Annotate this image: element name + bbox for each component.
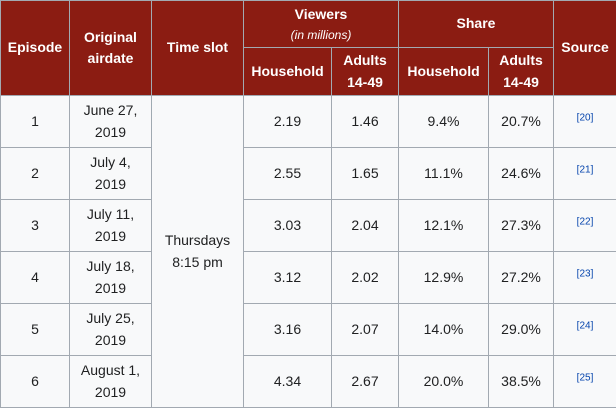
- source-reference-link[interactable]: [21]: [576, 164, 594, 176]
- table-row: 1 June 27, 2019 Thursdays 8:15 pm 2.19 1.46 9…: [0, 95, 616, 409]
- viewers-household-cell: 3.16: [243, 303, 332, 357]
- timeslot-cell: Thursdays 8:15 pm: [151, 95, 244, 409]
- viewers-note: (in millions): [290, 27, 352, 42]
- share-household-cell: 12.1%: [398, 199, 489, 253]
- episode-cell: 4: [0, 251, 70, 305]
- airdate-cell: July 25, 2019: [69, 303, 152, 357]
- share-adults-cell: 27.2%: [487, 251, 555, 305]
- episode-cell: 6: [0, 355, 70, 409]
- episode-cell: 3: [0, 199, 70, 253]
- airdate-cell: August 1, 2019: [69, 355, 152, 409]
- header-airdate: Original airdate: [69, 0, 152, 97]
- episode-cell: 1: [0, 95, 70, 149]
- viewers-household-cell: 2.19: [243, 95, 332, 149]
- viewers-household-cell: 4.34: [243, 355, 332, 409]
- airdate-cell: July 11, 2019: [69, 199, 152, 253]
- share-adults-cell: 29.0%: [487, 303, 555, 357]
- table-row: 4 July 18, 2019 3.12 2.02 12.9% 27.2% [23]: [0, 251, 616, 305]
- viewers-adults-cell: 1.46: [331, 95, 399, 149]
- source-reference-link[interactable]: [22]: [576, 216, 594, 228]
- header-share: Share: [397, 0, 555, 48]
- source-cell: [24]: [553, 303, 616, 357]
- viewers-adults-cell: 2.67: [331, 355, 399, 409]
- header-source: Source: [553, 0, 616, 97]
- source-reference-link[interactable]: [24]: [576, 320, 594, 332]
- viewers-adults-cell: 1.65: [331, 147, 399, 201]
- table-row: 3 July 11, 2019 3.03 2.04 12.1% 27.3% [22]: [0, 199, 616, 253]
- header-viewers-household: Household: [243, 46, 332, 97]
- source-reference-link[interactable]: [23]: [576, 268, 594, 280]
- table-row: 6 August 1, 2019 4.34 2.67 20.0% 38.5% [25]: [0, 355, 616, 409]
- share-adults-cell: 27.3%: [487, 199, 555, 253]
- table-row: 5 July 25, 2019 3.16 2.07 14.0% 29.0% [24]: [0, 303, 616, 357]
- source-cell: [23]: [553, 251, 616, 305]
- viewers-label: Viewers: [294, 5, 348, 22]
- share-adults-cell: 20.7%: [487, 95, 555, 149]
- share-adults-cell: 38.5%: [487, 355, 555, 409]
- source-cell: [25]: [553, 355, 616, 409]
- header-timeslot: Time slot: [151, 0, 244, 97]
- viewers-household-cell: 3.03: [243, 199, 332, 253]
- share-household-cell: 20.0%: [398, 355, 489, 409]
- airdate-cell: July 4, 2019: [69, 147, 152, 201]
- header-share-adults: Adults 14-49: [487, 46, 555, 97]
- header-episode: Episode: [0, 0, 70, 97]
- viewers-household-cell: 2.55: [243, 147, 332, 201]
- viewers-adults-cell: 2.04: [331, 199, 399, 253]
- source-reference-link[interactable]: [20]: [576, 112, 594, 124]
- share-household-cell: 9.4%: [398, 95, 489, 149]
- share-adults-cell: 24.6%: [487, 147, 555, 201]
- header-share-household: Household: [398, 46, 489, 97]
- source-cell: [22]: [553, 199, 616, 253]
- table-row: 2 July 4, 2019 2.55 1.65 11.1% 24.6% [21]: [0, 147, 616, 201]
- viewers-adults-cell: 2.07: [331, 303, 399, 357]
- episode-cell: 2: [0, 147, 70, 201]
- share-household-cell: 11.1%: [398, 147, 489, 201]
- source-cell: [20]: [553, 95, 616, 149]
- airdate-cell: June 27, 2019: [69, 95, 152, 149]
- viewers-household-cell: 3.12: [243, 251, 332, 305]
- source-reference-link[interactable]: [25]: [576, 372, 594, 384]
- episode-cell: 5: [0, 303, 70, 357]
- share-household-cell: 12.9%: [398, 251, 489, 305]
- share-household-cell: 14.0%: [398, 303, 489, 357]
- source-cell: [21]: [553, 147, 616, 201]
- airdate-cell: July 18, 2019: [69, 251, 152, 305]
- viewers-adults-cell: 2.02: [331, 251, 399, 305]
- header-viewers-adults: Adults 14-49: [331, 46, 399, 97]
- header-viewers: Viewers (in millions): [243, 0, 399, 48]
